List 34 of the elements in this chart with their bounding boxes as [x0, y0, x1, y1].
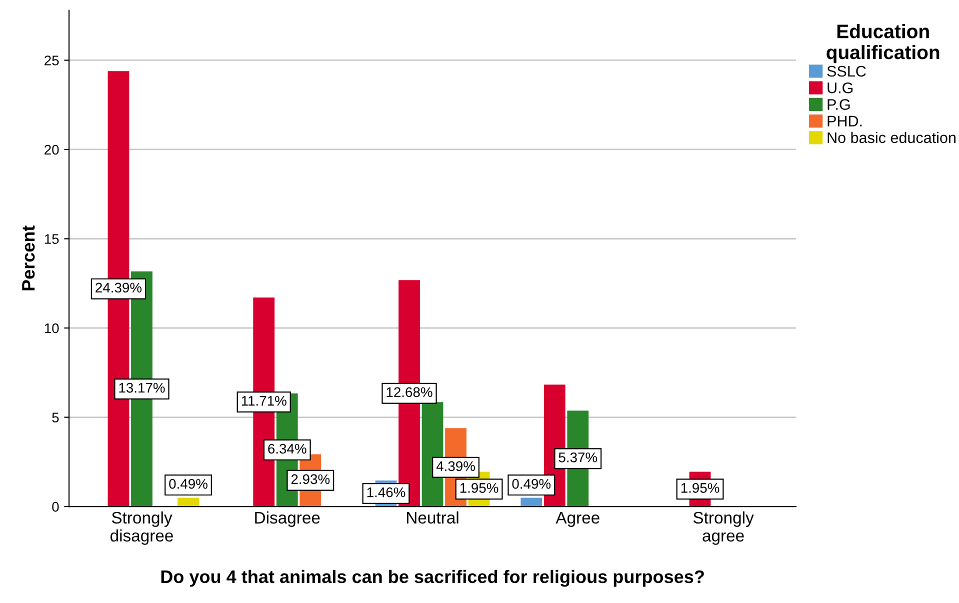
- data-label: 11.71%: [242, 396, 286, 406]
- y-tick-label: 25: [44, 56, 59, 66]
- y-tick-label: 5: [52, 412, 59, 422]
- y-axis-title: Percent: [22, 225, 35, 290]
- data-label: 13.17%: [119, 382, 165, 393]
- x-tick-label: Agree: [556, 512, 600, 527]
- data-label: 2.93%: [291, 474, 330, 484]
- data-label: 1.95%: [460, 483, 498, 493]
- legend-label: P.G: [828, 99, 850, 110]
- data-label: 1.46%: [367, 487, 406, 498]
- bar: [520, 498, 542, 507]
- y-tick-label: 10: [44, 323, 59, 334]
- x-tick-label: Strongly agree: [693, 511, 754, 545]
- data-label: 24.39%: [96, 282, 142, 293]
- x-axis-title: Do you 4 that animals can be sacrificed for religious purposes?: [161, 570, 704, 587]
- y-tick-label: 15: [44, 234, 59, 244]
- data-label: 6.34%: [268, 444, 306, 454]
- bar: [178, 498, 199, 507]
- data-label: 0.49%: [512, 478, 551, 489]
- y-tick-label: 0: [52, 502, 59, 512]
- legend-label: U.G: [828, 82, 853, 94]
- legend-label: PHD.: [828, 116, 862, 126]
- legend-label: No basic education: [828, 132, 956, 144]
- x-tick-label: Disagree: [255, 511, 320, 527]
- data-label: 0.49%: [169, 478, 208, 489]
- data-label: 12.68%: [386, 387, 432, 398]
- legend-label: SSLC: [827, 66, 866, 77]
- data-label: 1.95%: [681, 483, 720, 493]
- data-label: 5.37%: [558, 452, 598, 462]
- legend-title: Education qualification: [826, 24, 940, 64]
- data-label: 4.39%: [436, 461, 475, 472]
- y-tick-label: 20: [44, 144, 59, 155]
- x-tick-label: Strongly disagree: [110, 511, 173, 545]
- x-tick-label: Neutral: [407, 511, 458, 524]
